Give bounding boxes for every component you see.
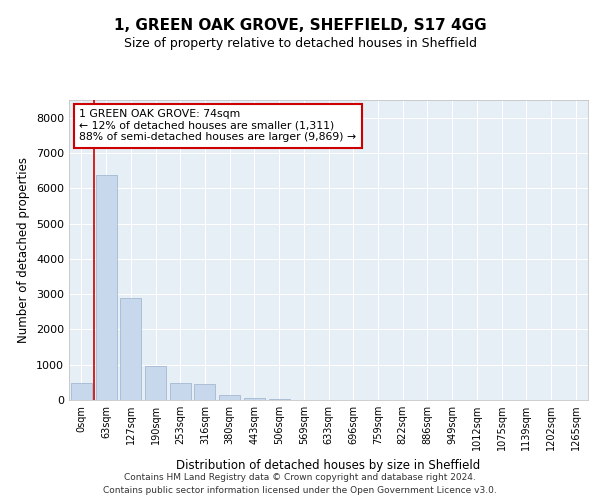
Bar [244,398,265,400]
Text: Contains public sector information licensed under the Open Government Licence v3: Contains public sector information licen… [103,486,497,495]
Text: 1, GREEN OAK GROVE, SHEFFIELD, S17 4GG: 1, GREEN OAK GROVE, SHEFFIELD, S17 4GG [113,18,487,32]
Bar [120,298,141,400]
Y-axis label: Number of detached properties: Number of detached properties [17,157,31,343]
Bar [145,366,166,400]
Text: Size of property relative to detached houses in Sheffield: Size of property relative to detached ho… [124,38,476,51]
Bar [71,382,92,400]
Bar [170,384,191,400]
Bar [95,175,116,400]
Text: 1 GREEN OAK GROVE: 74sqm
← 12% of detached houses are smaller (1,311)
88% of sem: 1 GREEN OAK GROVE: 74sqm ← 12% of detach… [79,109,356,142]
X-axis label: Distribution of detached houses by size in Sheffield: Distribution of detached houses by size … [176,458,481,471]
Text: Contains HM Land Registry data © Crown copyright and database right 2024.: Contains HM Land Registry data © Crown c… [124,472,476,482]
Bar [194,384,215,400]
Bar [219,396,240,400]
